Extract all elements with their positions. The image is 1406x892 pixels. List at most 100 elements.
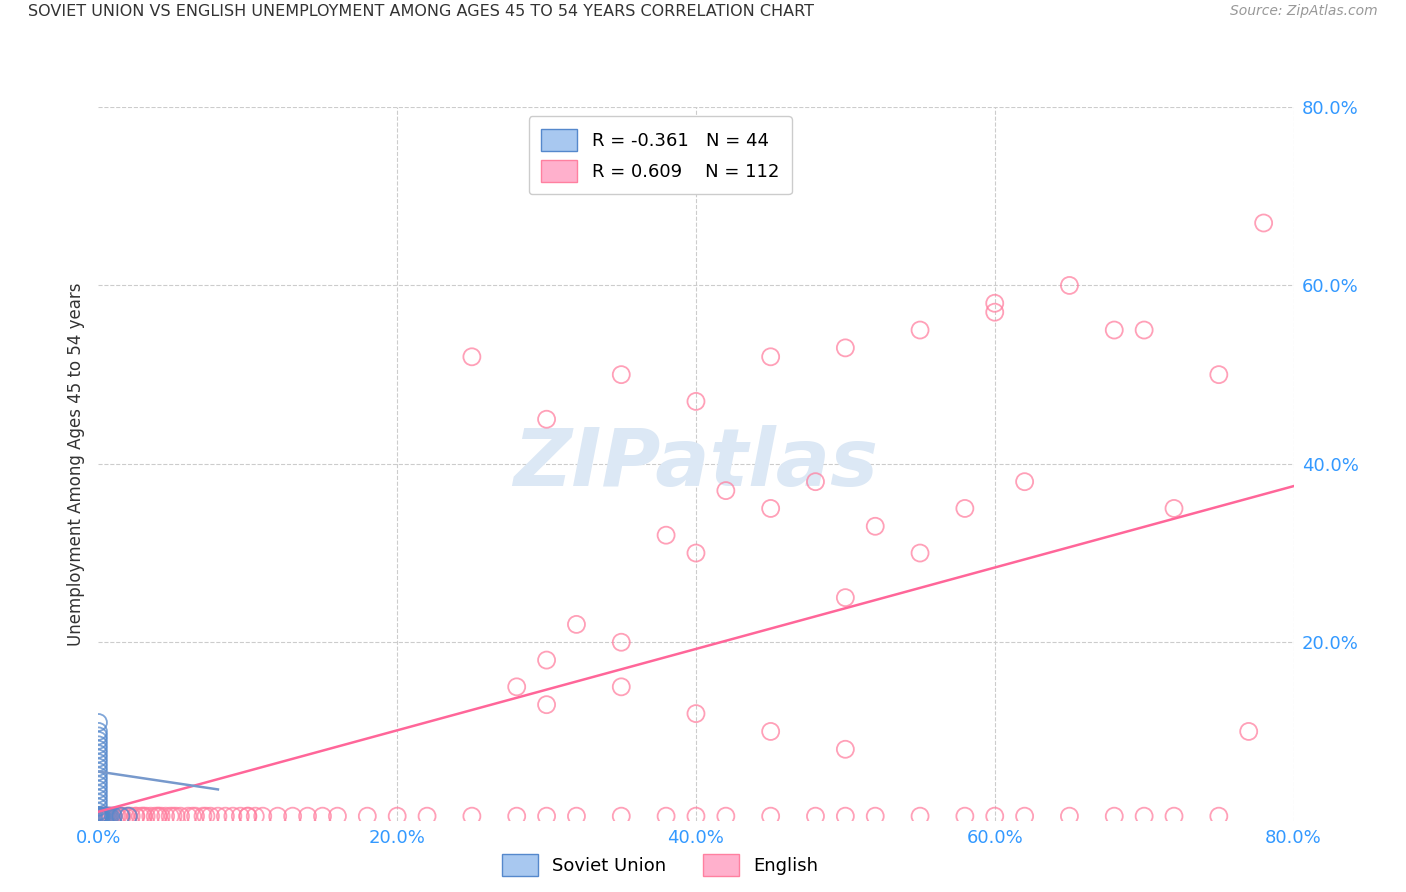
Point [536, 698, 558, 712]
Point [983, 296, 1005, 310]
Point [169, 809, 191, 823]
Point [98, 809, 122, 823]
Point [87, 782, 110, 797]
Point [87, 809, 110, 823]
Point [685, 394, 707, 409]
Point [105, 809, 128, 823]
Point [326, 809, 349, 823]
Point [1133, 809, 1156, 823]
Point [181, 809, 204, 823]
Point [759, 724, 782, 739]
Point [214, 809, 236, 823]
Point [222, 809, 245, 823]
Point [90, 809, 112, 823]
Point [91, 809, 114, 823]
Point [685, 706, 707, 721]
Point [1014, 475, 1036, 489]
Point [117, 809, 139, 823]
Point [90, 809, 112, 823]
Point [87, 747, 110, 761]
Point [155, 809, 177, 823]
Point [87, 733, 110, 747]
Point [685, 809, 707, 823]
Text: Source: ZipAtlas.com: Source: ZipAtlas.com [1230, 4, 1378, 19]
Point [87, 809, 110, 823]
Point [110, 809, 132, 823]
Point [125, 809, 148, 823]
Text: ZIPatlas: ZIPatlas [513, 425, 879, 503]
Point [1163, 501, 1185, 516]
Point [125, 809, 148, 823]
Point [759, 501, 782, 516]
Point [148, 809, 170, 823]
Point [97, 809, 120, 823]
Point [87, 796, 110, 810]
Point [834, 809, 856, 823]
Point [416, 809, 439, 823]
Point [610, 635, 633, 649]
Point [207, 809, 229, 823]
Point [536, 653, 558, 667]
Point [87, 760, 110, 774]
Point [506, 809, 529, 823]
Point [1014, 809, 1036, 823]
Point [953, 501, 976, 516]
Point [87, 809, 110, 823]
Point [91, 809, 114, 823]
Point [1104, 809, 1126, 823]
Point [1059, 278, 1081, 293]
Point [229, 809, 252, 823]
Point [98, 809, 122, 823]
Point [117, 809, 139, 823]
Point [685, 546, 707, 560]
Point [96, 809, 118, 823]
Point [94, 809, 117, 823]
Point [87, 769, 110, 783]
Point [87, 724, 110, 739]
Point [132, 809, 155, 823]
Point [159, 809, 181, 823]
Point [236, 809, 259, 823]
Point [610, 368, 633, 382]
Point [110, 809, 132, 823]
Point [908, 546, 931, 560]
Point [267, 809, 290, 823]
Point [1133, 323, 1156, 337]
Point [506, 680, 529, 694]
Point [983, 305, 1005, 319]
Point [101, 809, 124, 823]
Point [87, 809, 110, 823]
Point [953, 809, 976, 823]
Point [87, 751, 110, 765]
Point [834, 742, 856, 756]
Point [87, 809, 110, 823]
Point [87, 809, 110, 823]
Point [834, 591, 856, 605]
Point [94, 809, 117, 823]
Point [87, 809, 110, 823]
Point [150, 809, 173, 823]
Point [865, 809, 887, 823]
Point [759, 809, 782, 823]
Point [759, 350, 782, 364]
Point [87, 729, 110, 743]
Point [111, 809, 134, 823]
Point [804, 809, 827, 823]
Point [865, 519, 887, 533]
Point [135, 809, 157, 823]
Point [110, 809, 132, 823]
Point [132, 809, 155, 823]
Point [655, 528, 678, 542]
Point [107, 809, 129, 823]
Point [1208, 809, 1230, 823]
Point [1163, 809, 1185, 823]
Point [461, 809, 484, 823]
Point [1208, 368, 1230, 382]
Point [93, 809, 115, 823]
Point [87, 791, 110, 805]
Point [90, 809, 112, 823]
Point [655, 809, 678, 823]
Point [177, 809, 200, 823]
Point [297, 809, 319, 823]
Point [281, 809, 304, 823]
